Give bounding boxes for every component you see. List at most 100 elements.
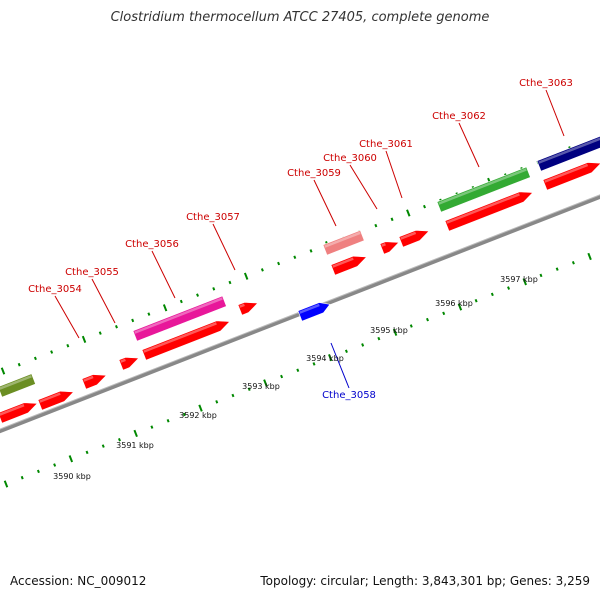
label-leaders bbox=[54, 89, 565, 389]
gene-label[interactable]: Cthe_3062 bbox=[432, 111, 486, 122]
minor-tick bbox=[182, 412, 186, 417]
major-tick bbox=[198, 404, 203, 412]
leader-line bbox=[313, 179, 337, 227]
minor-tick bbox=[296, 368, 300, 372]
red-orf-9[interactable] bbox=[379, 237, 401, 255]
major-tick bbox=[0, 367, 6, 375]
minor-tick bbox=[490, 292, 494, 297]
minor-tick bbox=[571, 261, 575, 265]
minor-tick bbox=[50, 350, 54, 354]
major-tick bbox=[162, 304, 168, 312]
scale-label: 3591 kbp bbox=[116, 441, 154, 450]
minor-tick bbox=[196, 293, 200, 297]
minor-tick bbox=[115, 324, 118, 329]
minor-tick bbox=[442, 311, 446, 316]
minor-tick bbox=[374, 223, 378, 228]
red-orf-8[interactable] bbox=[330, 252, 369, 276]
genome-map: Cthe_3054 Cthe_3055 Cthe_3056 Cthe_3057 Cthe… bbox=[0, 78, 600, 488]
major-tick bbox=[457, 303, 463, 311]
leader-line bbox=[458, 122, 480, 168]
topology-summary: Topology: circular; Length: 3,843,301 bp… bbox=[260, 574, 590, 588]
minor-tick bbox=[312, 362, 316, 366]
major-tick bbox=[243, 272, 249, 280]
scale-labels: 3590 kbp 3591 kbp 3592 kbp 3593 kbp 3594 kbp… bbox=[53, 275, 538, 481]
minor-tick bbox=[53, 463, 57, 467]
minor-tick bbox=[131, 318, 135, 323]
red-orf-2[interactable] bbox=[37, 387, 76, 411]
major-tick bbox=[133, 429, 138, 438]
minor-tick bbox=[555, 267, 559, 271]
minor-tick bbox=[260, 268, 264, 272]
olive-feature[interactable] bbox=[0, 373, 36, 398]
leader-line bbox=[385, 150, 403, 199]
gene-label[interactable]: Cthe_3063 bbox=[519, 78, 573, 89]
minor-tick bbox=[247, 387, 251, 391]
scale-label: 3593 kbp bbox=[242, 382, 280, 391]
minor-tick bbox=[118, 437, 121, 442]
gene-label[interactable]: Cthe_3061 bbox=[359, 139, 413, 150]
minor-tick bbox=[474, 298, 478, 303]
salmon-feature[interactable] bbox=[322, 229, 365, 256]
gene-label[interactable]: Cthe_3055 bbox=[65, 267, 119, 278]
minor-tick bbox=[20, 475, 24, 480]
minor-tick bbox=[539, 273, 543, 278]
red-orf-12[interactable] bbox=[542, 158, 600, 191]
map-title: Clostridium thermocellum ATCC 27405, com… bbox=[110, 10, 490, 25]
red-orf-6[interactable] bbox=[237, 298, 260, 316]
minor-tick bbox=[36, 469, 40, 474]
gene-label[interactable]: Cthe_3060 bbox=[323, 153, 377, 164]
minor-tick bbox=[231, 393, 235, 398]
major-tick bbox=[587, 252, 592, 261]
leader-line bbox=[91, 278, 116, 324]
minor-tick bbox=[179, 299, 183, 304]
pink-feature[interactable] bbox=[132, 295, 227, 342]
red-orf-4[interactable] bbox=[118, 353, 141, 371]
leader-line bbox=[330, 342, 350, 389]
minor-tick bbox=[98, 331, 102, 335]
major-tick bbox=[81, 335, 87, 344]
red-orf-10[interactable] bbox=[398, 226, 431, 248]
blue-feature[interactable] bbox=[297, 299, 332, 322]
minor-tick bbox=[377, 336, 381, 341]
gene-label[interactable]: Cthe_3059 bbox=[287, 168, 341, 179]
minor-tick bbox=[344, 349, 348, 354]
major-tick bbox=[3, 480, 9, 488]
scale-label: 3595 kbp bbox=[370, 326, 408, 335]
minor-tick bbox=[426, 317, 429, 322]
minor-tick bbox=[17, 362, 21, 367]
navy-feature[interactable] bbox=[536, 135, 600, 172]
gene-label[interactable]: Cthe_3058 bbox=[322, 390, 376, 401]
scale-label: 3596 kbp bbox=[435, 299, 473, 308]
major-tick bbox=[68, 455, 74, 463]
gene-label[interactable]: Cthe_3054 bbox=[28, 284, 82, 295]
major-tick bbox=[406, 209, 411, 217]
scale-label: 3594 kbp bbox=[306, 354, 344, 363]
red-orf-3[interactable] bbox=[81, 370, 108, 390]
minor-tick bbox=[147, 312, 151, 316]
minor-tick bbox=[66, 343, 70, 348]
minor-tick bbox=[228, 280, 232, 285]
green-feature[interactable] bbox=[436, 166, 531, 213]
scale-label: 3597 kbp bbox=[500, 275, 538, 284]
minor-tick bbox=[215, 400, 219, 404]
gene-label[interactable]: Cthe_3057 bbox=[186, 212, 240, 223]
major-tick bbox=[522, 278, 527, 286]
scale-tick-track bbox=[3, 252, 592, 488]
minor-tick bbox=[409, 324, 413, 328]
gene-label[interactable]: Cthe_3056 bbox=[125, 239, 179, 250]
minor-tick bbox=[150, 425, 154, 429]
minor-tick bbox=[212, 287, 216, 291]
minor-tick bbox=[507, 286, 511, 290]
red-orf-5[interactable] bbox=[141, 316, 232, 361]
major-tick bbox=[392, 328, 398, 336]
red-orf-11[interactable] bbox=[444, 187, 535, 232]
minor-tick bbox=[280, 374, 284, 379]
major-tick bbox=[328, 353, 333, 362]
minor-tick bbox=[33, 356, 37, 361]
minor-tick bbox=[293, 255, 297, 259]
scale-label: 3590 kbp bbox=[53, 472, 91, 481]
minor-tick bbox=[309, 249, 313, 253]
red-orf-1[interactable] bbox=[0, 398, 39, 424]
leader-line bbox=[54, 295, 80, 339]
scale-label: 3592 kbp bbox=[179, 411, 217, 420]
